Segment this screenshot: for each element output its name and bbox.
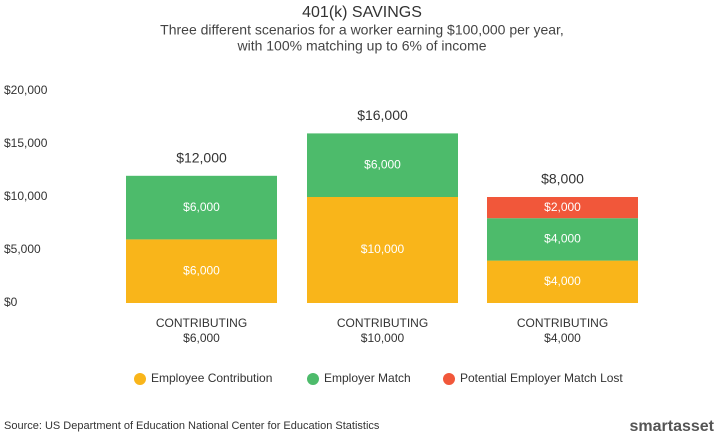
x-tick-label: CONTRIBUTING — [517, 316, 608, 330]
data-label: $10,000 — [361, 242, 405, 256]
chart-subtitle: with 100% matching up to 6% of income — [236, 38, 486, 54]
brand-logo: smartasset — [630, 418, 715, 434]
chart-title: 401(k) SAVINGS — [302, 4, 422, 21]
legend-swatch — [134, 373, 146, 385]
y-tick-label: $20,000 — [4, 83, 48, 97]
bar-segment — [307, 133, 458, 197]
legend-label: Potential Employer Match Lost — [460, 371, 623, 385]
data-label: $2,000 — [544, 200, 581, 214]
x-tick-label: $10,000 — [361, 331, 405, 345]
legend-label: Employee Contribution — [151, 371, 272, 385]
source-note: Source: US Department of Education Natio… — [4, 420, 380, 432]
x-tick-label: $6,000 — [183, 331, 220, 345]
bar-segment — [126, 175, 277, 240]
bar-segment — [487, 197, 638, 219]
total-label: $8,000 — [541, 171, 584, 187]
y-tick-label: $5,000 — [4, 242, 41, 256]
total-label: $12,000 — [176, 150, 227, 166]
data-label: $6,000 — [364, 157, 401, 171]
x-tick-label: $4,000 — [544, 331, 581, 345]
total-label: $16,000 — [357, 107, 408, 123]
data-label: $6,000 — [183, 263, 220, 277]
chart-subtitle: Three different scenarios for a worker e… — [160, 22, 564, 38]
y-tick-label: $15,000 — [4, 136, 48, 150]
legend-swatch — [307, 373, 319, 385]
x-tick-label: CONTRIBUTING — [156, 316, 247, 330]
legend-label: Employer Match — [324, 371, 411, 385]
legend-swatch — [443, 373, 455, 385]
y-tick-label: $0 — [4, 295, 18, 309]
bar-segment — [487, 260, 638, 303]
data-label: $6,000 — [183, 200, 220, 214]
x-tick-label: CONTRIBUTING — [337, 316, 428, 330]
data-label: $4,000 — [544, 232, 581, 246]
data-label: $4,000 — [544, 274, 581, 288]
bar-segment — [126, 239, 277, 303]
bar-segment — [307, 197, 458, 303]
y-tick-label: $10,000 — [4, 189, 48, 203]
bar-segment — [487, 218, 638, 261]
